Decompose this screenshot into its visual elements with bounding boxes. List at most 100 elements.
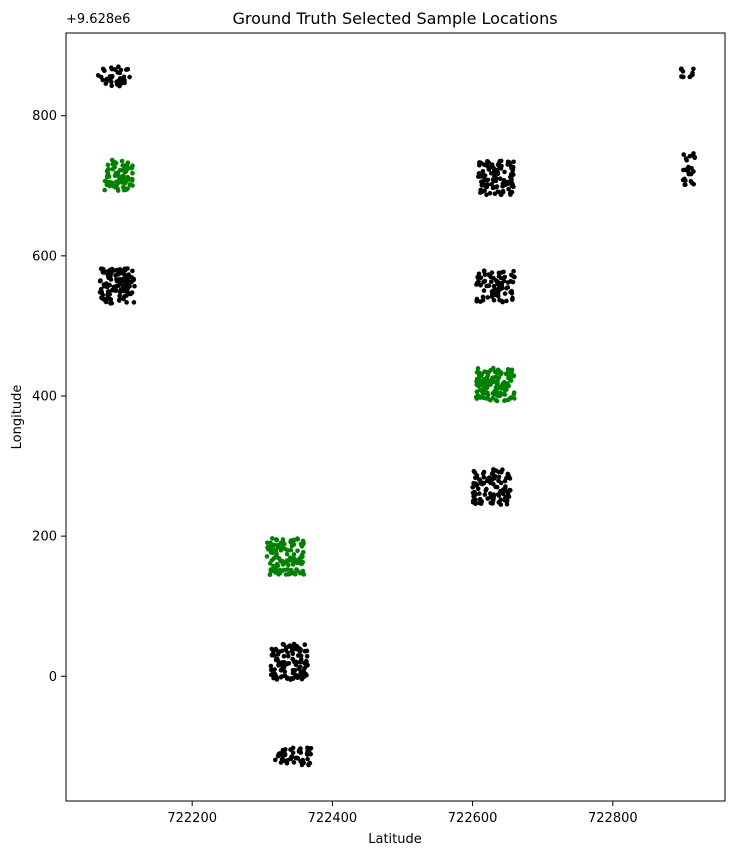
x-tick-label: 722200	[167, 811, 217, 826]
scatter-point	[486, 160, 492, 165]
scatter-point	[497, 369, 503, 375]
scatter-point	[306, 749, 312, 755]
scatter-point	[505, 181, 510, 187]
scatter-point	[119, 158, 125, 164]
scatter-point	[279, 648, 285, 654]
scatter-point	[102, 178, 108, 184]
y-axis-ticks: 0 200 400 600 800	[32, 109, 66, 685]
scatter-point	[108, 297, 114, 302]
scatter-point	[503, 494, 508, 500]
scatter-point	[505, 280, 511, 285]
scatter-point	[477, 381, 483, 386]
scatter-point	[130, 170, 135, 176]
scatter-point	[500, 467, 505, 473]
scatter-point	[118, 175, 123, 181]
scatter-point	[304, 658, 309, 664]
scatter-point	[502, 388, 508, 393]
scatter-point	[129, 178, 135, 183]
scatter-point	[115, 180, 121, 186]
scatter-point	[689, 180, 695, 186]
scatter-point	[291, 646, 297, 652]
scatter-point	[287, 571, 293, 577]
scatter-point	[302, 666, 307, 671]
scatter-point	[481, 279, 486, 285]
scatter-point	[300, 542, 306, 547]
scatter-point	[510, 297, 515, 302]
scatter-point	[494, 398, 500, 404]
scatter-point	[290, 670, 296, 676]
scatter-point	[488, 491, 493, 496]
scatter-point	[107, 282, 112, 288]
scatter-point	[273, 554, 278, 559]
scatter-point	[492, 191, 498, 196]
scatter-point	[496, 493, 502, 498]
scatter-point	[115, 186, 120, 191]
scatter-point	[270, 568, 276, 573]
scatter-point	[494, 167, 500, 173]
scatter-point	[114, 277, 119, 282]
scatter-point	[304, 653, 310, 659]
scatter-point	[300, 568, 306, 574]
scatter-point	[102, 187, 107, 193]
scatter-point	[488, 378, 493, 384]
scatter-point	[495, 377, 501, 383]
scatter-point	[105, 172, 110, 178]
scatter-point	[683, 167, 688, 173]
x-axis-ticks: 722200 722400 722600 722800	[167, 801, 638, 826]
scatter-point	[117, 293, 122, 299]
x-axis-label: Latitude	[368, 832, 422, 847]
scatter-point	[110, 73, 115, 79]
y-tick-label: 600	[32, 249, 57, 264]
scatter-point	[125, 174, 130, 180]
scatter-point	[502, 291, 508, 296]
scatter-point	[687, 74, 693, 80]
scatter-point	[280, 753, 285, 759]
scatter-point	[504, 501, 510, 507]
scatter-point	[491, 492, 497, 497]
scatter-point	[687, 153, 693, 159]
y-tick-label: 0	[49, 670, 57, 685]
scatter-point	[474, 378, 480, 383]
scatter-point	[117, 167, 123, 173]
scatter-point	[289, 543, 295, 549]
scatter-point	[108, 301, 114, 306]
scatter-point	[121, 276, 127, 281]
scatter-point	[511, 391, 517, 397]
scatter-point	[105, 162, 111, 168]
scatter-point	[494, 391, 499, 397]
scatter-point	[494, 278, 499, 283]
scatter-point	[111, 287, 117, 293]
scatter-point	[280, 666, 285, 671]
scatter-point	[474, 473, 480, 478]
scatter-point	[109, 79, 114, 85]
scatter-point	[507, 396, 513, 401]
scatter-point	[278, 675, 284, 680]
scatter-point	[491, 365, 496, 371]
scatter-point	[680, 74, 686, 80]
scatter-point	[481, 288, 487, 293]
scatter-point	[692, 155, 697, 160]
scatter-point	[478, 395, 483, 400]
scatter-point	[117, 83, 122, 89]
scatter-point	[280, 641, 286, 647]
scatter-point	[508, 174, 514, 179]
scatter-point	[474, 299, 480, 304]
scatter-point	[295, 560, 300, 566]
scatter-point	[100, 266, 106, 272]
scatter-point	[476, 273, 482, 279]
scatter-point	[105, 269, 110, 274]
scatter-point	[299, 676, 305, 682]
scatter-point	[288, 547, 294, 553]
scatter-point	[511, 159, 516, 165]
scatter-point	[131, 277, 136, 283]
scatter-point	[683, 178, 688, 183]
scatter-point	[268, 663, 274, 669]
scatter-point	[483, 390, 488, 396]
scatter-point	[482, 369, 487, 375]
scatter-point	[282, 673, 288, 679]
plot-area-frame	[65, 32, 726, 802]
scatter-point	[124, 163, 130, 169]
scatter-point	[509, 183, 515, 189]
scatter-point	[496, 474, 502, 480]
